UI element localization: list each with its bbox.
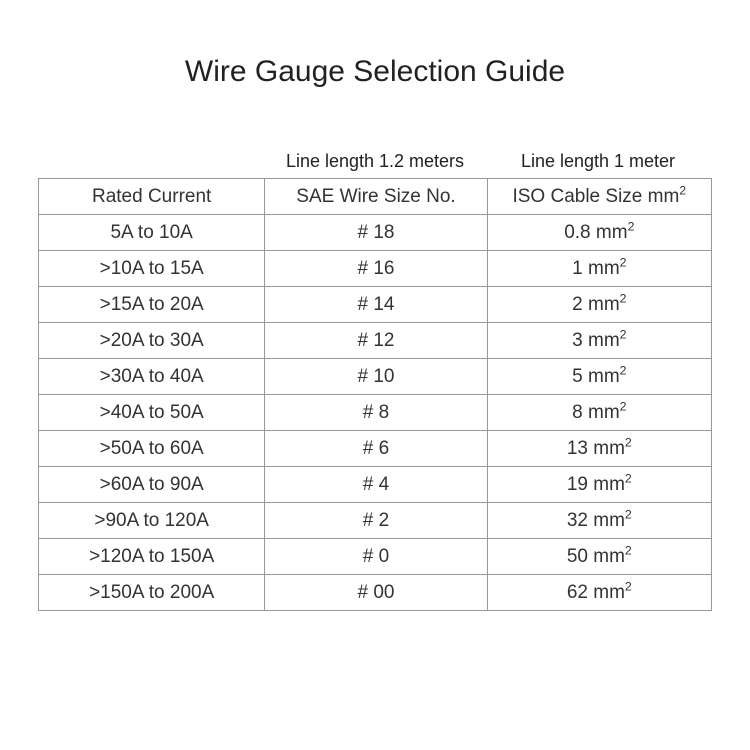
cell-iso: 8 mm2 [487, 395, 711, 431]
cell-rated-current: >15A to 20A [39, 287, 265, 323]
cell-iso: 62 mm2 [487, 575, 711, 611]
cell-sae: # 0 [265, 539, 487, 575]
cell-rated-current: >10A to 15A [39, 251, 265, 287]
col-header-iso: ISO Cable Size mm2 [487, 179, 711, 215]
table-row: >120A to 150A# 050 mm2 [39, 539, 712, 575]
col-header-sae: SAE Wire Size No. [265, 179, 487, 215]
table-row: 5A to 10A# 180.8 mm2 [39, 215, 712, 251]
table-row: >50A to 60A# 613 mm2 [39, 431, 712, 467]
cell-sae: # 18 [265, 215, 487, 251]
cell-iso: 32 mm2 [487, 503, 711, 539]
cell-iso: 1 mm2 [487, 251, 711, 287]
preheader-col2: Line length 1.2 meters [264, 151, 486, 172]
cell-iso: 13 mm2 [487, 431, 711, 467]
preheader-row: Line length 1.2 meters Line length 1 met… [38, 151, 712, 172]
cell-rated-current: >50A to 60A [39, 431, 265, 467]
table-row: >150A to 200A# 0062 mm2 [39, 575, 712, 611]
cell-sae: # 00 [265, 575, 487, 611]
cell-rated-current: >60A to 90A [39, 467, 265, 503]
table-row: >90A to 120A# 232 mm2 [39, 503, 712, 539]
cell-sae: # 10 [265, 359, 487, 395]
cell-sae: # 14 [265, 287, 487, 323]
col-header-rated-current: Rated Current [39, 179, 265, 215]
cell-sae: # 12 [265, 323, 487, 359]
preheader-col3: Line length 1 meter [486, 151, 710, 172]
cell-iso: 5 mm2 [487, 359, 711, 395]
cell-sae: # 8 [265, 395, 487, 431]
cell-rated-current: >30A to 40A [39, 359, 265, 395]
cell-iso: 3 mm2 [487, 323, 711, 359]
cell-rated-current: >150A to 200A [39, 575, 265, 611]
cell-rated-current: >40A to 50A [39, 395, 265, 431]
cell-iso: 19 mm2 [487, 467, 711, 503]
table-row: >20A to 30A# 123 mm2 [39, 323, 712, 359]
cell-sae: # 2 [265, 503, 487, 539]
table-body: 5A to 10A# 180.8 mm2>10A to 15A# 161 mm2… [39, 215, 712, 611]
preheader-spacer [38, 151, 264, 172]
guide-container: Wire Gauge Selection Guide Line length 1… [0, 0, 750, 611]
cell-iso: 2 mm2 [487, 287, 711, 323]
table-row: >60A to 90A# 419 mm2 [39, 467, 712, 503]
table-header-row: Rated Current SAE Wire Size No. ISO Cabl… [39, 179, 712, 215]
cell-iso: 0.8 mm2 [487, 215, 711, 251]
cell-iso: 50 mm2 [487, 539, 711, 575]
cell-sae: # 16 [265, 251, 487, 287]
page-title: Wire Gauge Selection Guide [38, 55, 712, 89]
cell-rated-current: >90A to 120A [39, 503, 265, 539]
cell-rated-current: 5A to 10A [39, 215, 265, 251]
table-row: >40A to 50A# 88 mm2 [39, 395, 712, 431]
wire-gauge-table: Rated Current SAE Wire Size No. ISO Cabl… [38, 178, 712, 611]
cell-rated-current: >120A to 150A [39, 539, 265, 575]
table-row: >10A to 15A# 161 mm2 [39, 251, 712, 287]
cell-rated-current: >20A to 30A [39, 323, 265, 359]
table-row: >15A to 20A# 142 mm2 [39, 287, 712, 323]
cell-sae: # 4 [265, 467, 487, 503]
cell-sae: # 6 [265, 431, 487, 467]
table-row: >30A to 40A# 105 mm2 [39, 359, 712, 395]
